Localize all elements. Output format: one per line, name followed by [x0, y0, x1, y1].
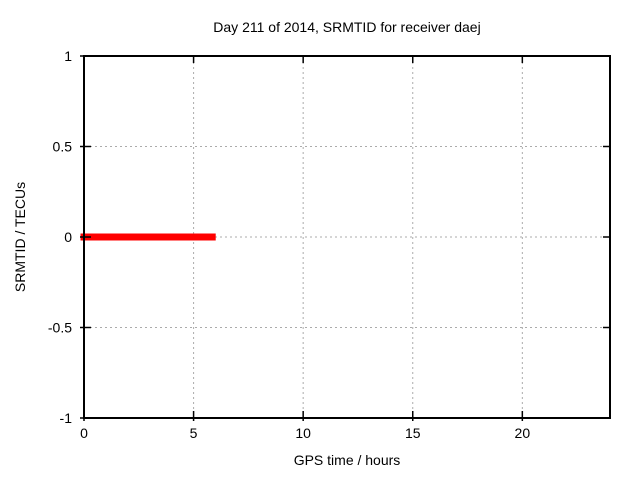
x-axis-label: GPS time / hours — [293, 452, 401, 468]
y-tick-label: 1 — [64, 48, 72, 64]
x-tick-label: 15 — [405, 425, 421, 441]
x-tick-label: 20 — [515, 425, 531, 441]
x-tick-label: 10 — [295, 425, 311, 441]
chart-title: Day 211 of 2014, SRMTID for receiver dae… — [213, 19, 481, 35]
y-tick-label: -1 — [60, 410, 73, 426]
x-tick-label: 0 — [80, 425, 88, 441]
y-tick-label: -0.5 — [48, 320, 72, 336]
y-tick-label: 0.5 — [53, 139, 73, 155]
x-tick-label: 5 — [190, 425, 198, 441]
y-tick-label: 0 — [64, 229, 72, 245]
